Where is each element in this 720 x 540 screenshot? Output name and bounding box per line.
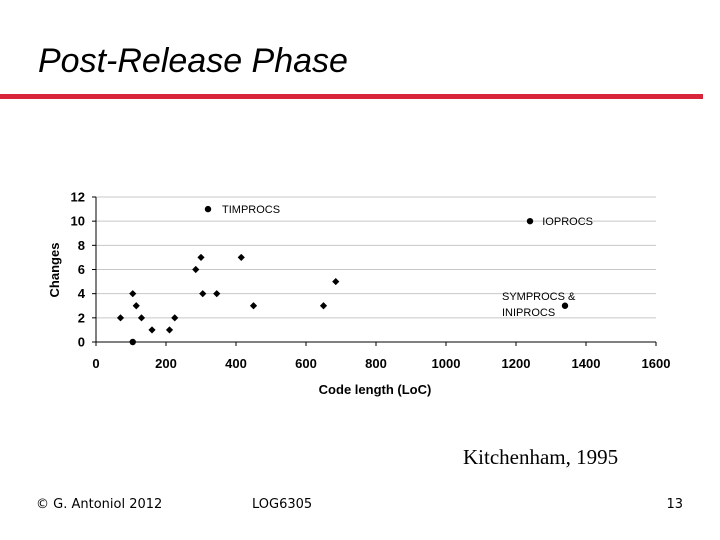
annotation-label: IOPROCS — [542, 216, 593, 228]
data-point-diamond — [129, 290, 137, 298]
footer-course-code: LOG6305 — [252, 497, 313, 512]
data-point-circle — [204, 205, 212, 213]
data-point-circle — [561, 302, 569, 309]
data-point-diamond — [148, 326, 156, 334]
data-point-diamond — [171, 314, 179, 322]
title-rule — [0, 94, 703, 99]
x-tick-label: 400 — [225, 356, 247, 371]
annotation-label: SYMPROCS & — [502, 291, 576, 303]
grid-lines — [96, 196, 656, 319]
page-number: 13 — [666, 497, 683, 512]
y-tick-label: 0 — [78, 335, 85, 350]
data-point-diamond — [165, 326, 174, 334]
tick-labels: 0 2 4 6 8 10 12 0 200 400 600 800 1000 1200 1400 1600 — [71, 190, 671, 372]
data-point-diamond — [249, 302, 258, 310]
citation: Kitchenham, 1995 — [463, 445, 619, 469]
y-tick-label: 4 — [78, 286, 86, 301]
data-point-diamond — [319, 302, 328, 310]
data-point-circle — [129, 338, 136, 346]
y-tick-label: 10 — [71, 214, 85, 229]
footer-copyright: © G. Antoniol 2012 — [36, 497, 163, 512]
annotation-label: INIPROCS — [502, 307, 555, 319]
data-point-diamond — [132, 302, 140, 310]
x-tick-label: 1000 — [432, 356, 461, 371]
x-tick-label: 600 — [295, 356, 317, 371]
data-point-diamond — [192, 265, 200, 274]
x-tick-label: 1600 — [642, 356, 671, 371]
x-tick-label: 1400 — [572, 356, 601, 371]
x-tick-label: 1200 — [502, 356, 531, 371]
data-point-diamond — [237, 253, 245, 262]
axes — [92, 196, 657, 346]
data-point-diamond — [199, 290, 207, 298]
x-tick-label: 200 — [155, 356, 177, 371]
y-axis-label: Changes — [47, 243, 62, 298]
data-point-circle — [526, 217, 534, 225]
data-points — [116, 205, 569, 346]
data-point-diamond — [137, 314, 146, 322]
y-tick-label: 8 — [78, 238, 85, 253]
data-point-diamond — [116, 314, 125, 322]
slide-title: Post-Release Phase — [38, 42, 348, 80]
x-axis-label: Code length (LoC) — [319, 382, 432, 397]
data-point-diamond — [332, 277, 340, 286]
y-tick-label: 2 — [78, 310, 85, 325]
data-point-diamond — [213, 290, 221, 298]
x-tick-label: 0 — [92, 356, 99, 371]
x-tick-label: 800 — [365, 356, 387, 371]
data-point-diamond — [197, 253, 205, 262]
annotation-label: TIMPROCS — [222, 204, 280, 216]
y-tick-label: 6 — [78, 262, 85, 277]
y-tick-label: 12 — [71, 190, 85, 205]
annotations: TIMPROCS IOPROCS SYMPROCS & INIPROCS — [222, 204, 593, 319]
